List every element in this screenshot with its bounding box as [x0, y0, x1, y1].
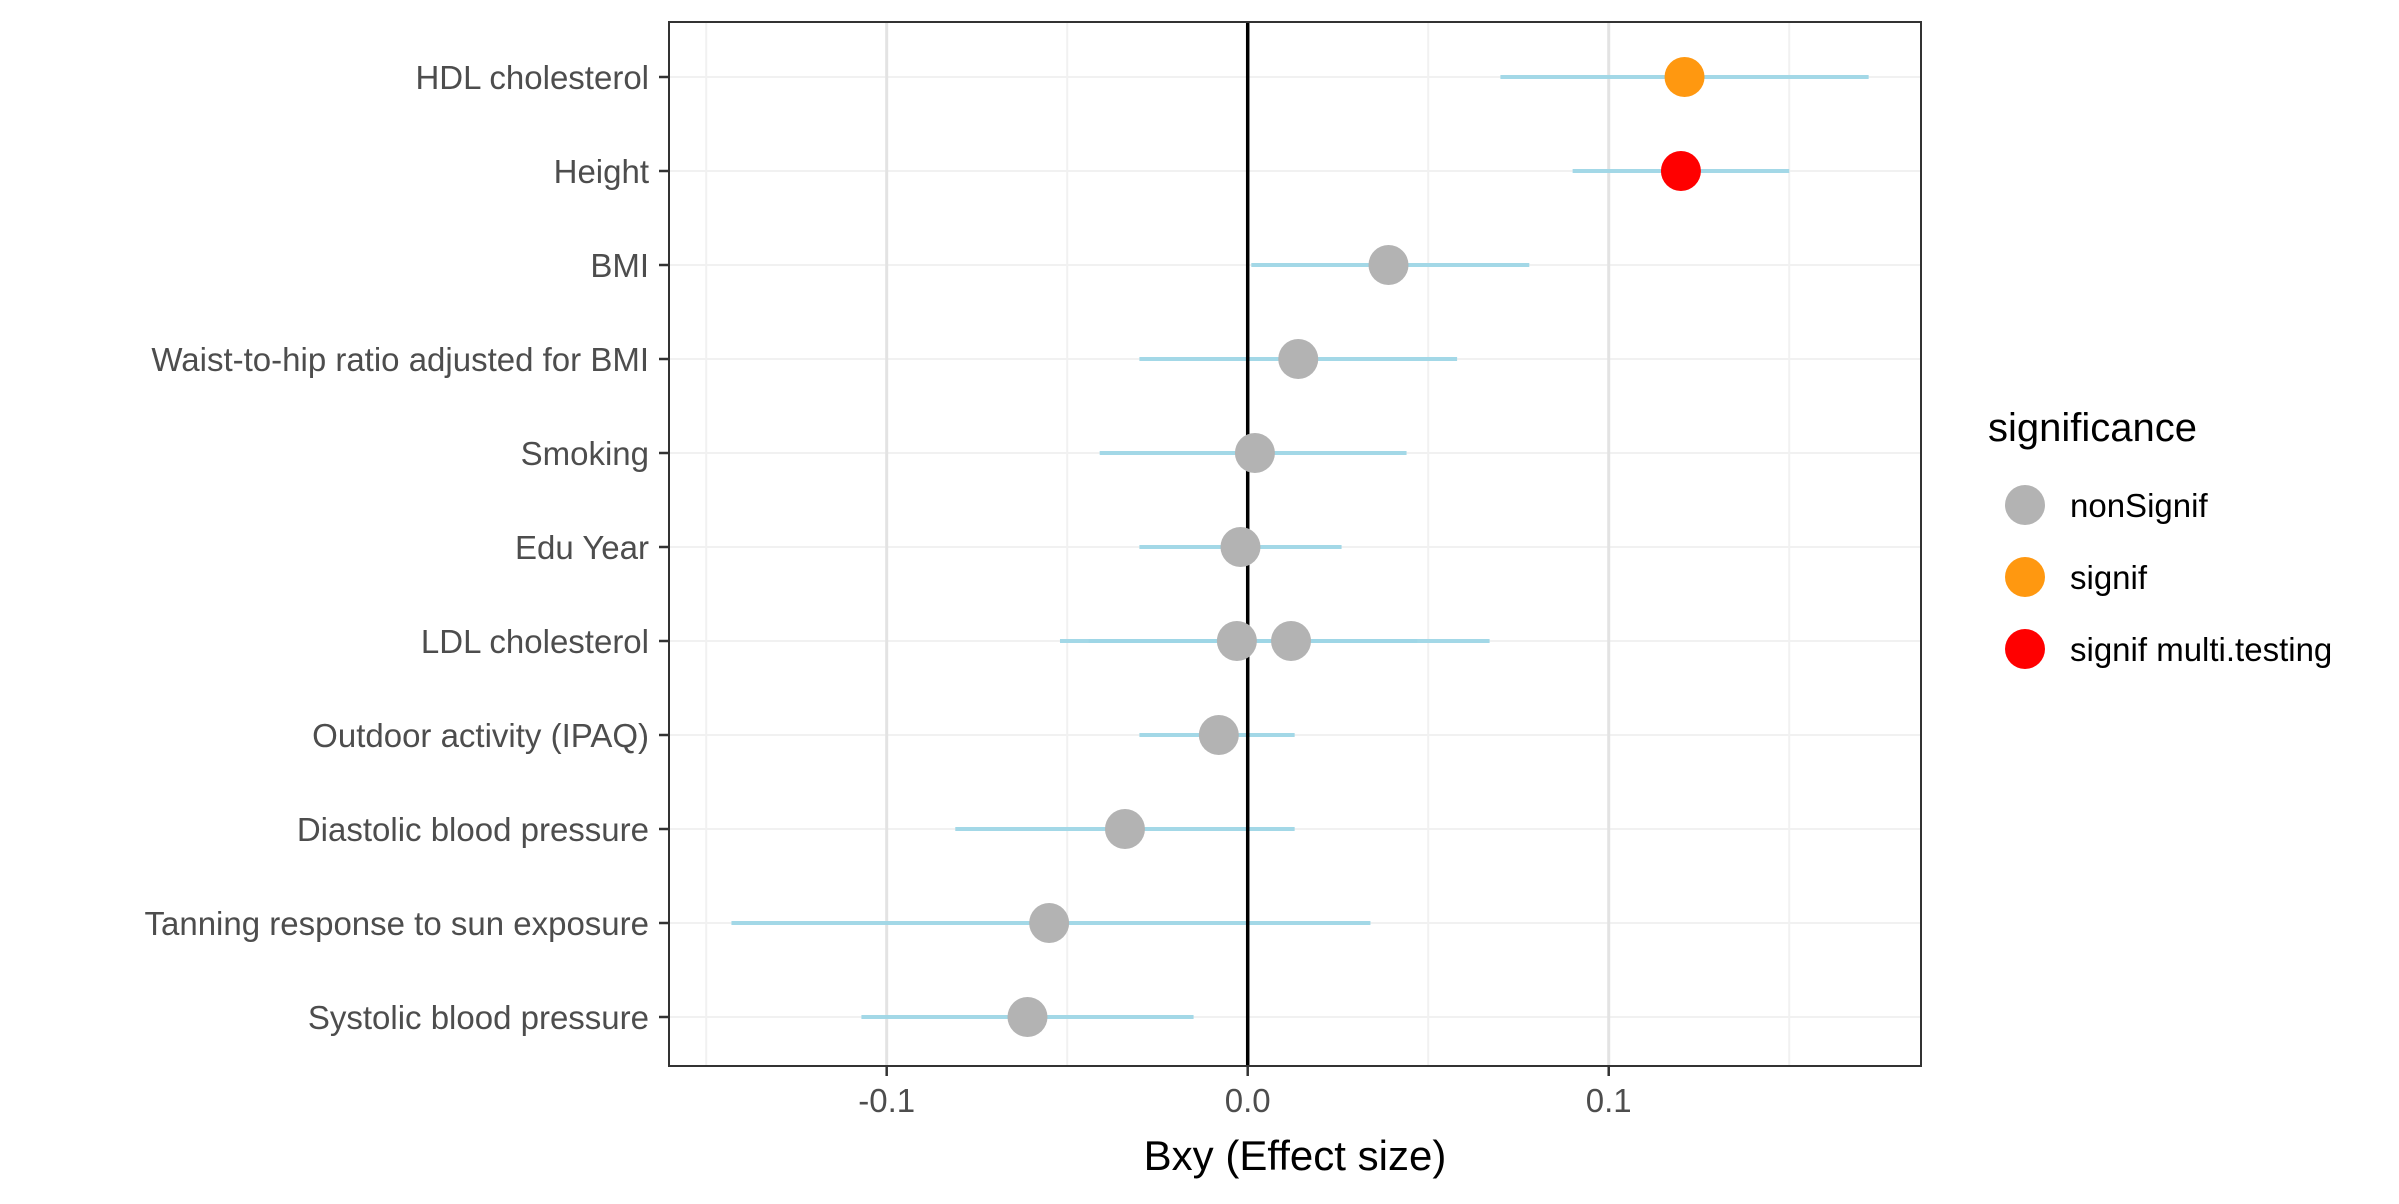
y-tick-label-hdl-cholesterol: HDL cholesterol — [415, 59, 649, 96]
point-ldl-cholesterol-7 — [1271, 621, 1312, 661]
panel-border — [668, 21, 1922, 1067]
legend-label-signif: signif — [2070, 559, 2148, 596]
y-tick-label-outdoor-activity-ipaq: Outdoor activity (IPAQ) — [312, 717, 649, 754]
point-height-1 — [1660, 151, 1701, 191]
y-tick-label-diastolic-blood-pressure: Diastolic blood pressure — [297, 811, 649, 848]
point-systolic-blood-pressure-11 — [1007, 997, 1048, 1037]
x-axis: -0.1 0.0 0.1 — [858, 1066, 1632, 1119]
point-hdl-cholesterol-0 — [1664, 57, 1705, 97]
y-tick-label-tanning-response-to-sun-exposure: Tanning response to sun exposure — [144, 905, 649, 942]
legend-key-nonsignif — [2005, 485, 2045, 525]
point-layer — [1007, 57, 1705, 1037]
legend-key-signif — [2005, 557, 2045, 597]
point-tanning-response-to-sun-exposure-10 — [1029, 903, 1070, 943]
point-outdoor-activity-ipaq-8 — [1198, 715, 1239, 755]
y-axis: HDL cholesterol Height BMI Waist-to-hip rat… — [144, 59, 669, 1036]
y-tick-label-ldl-cholesterol: LDL cholesterol — [421, 623, 649, 660]
x-tick-label-1: 0.0 — [1225, 1082, 1271, 1119]
y-tick-label-waist-to-hip-ratio-adjusted-for-bmi: Waist-to-hip ratio adjusted for BMI — [151, 341, 649, 378]
point-bmi-2 — [1368, 245, 1409, 285]
x-axis-title: Bxy (Effect size) — [1144, 1132, 1447, 1179]
x-tick-label-0: -0.1 — [858, 1082, 915, 1119]
point-smoking-4 — [1234, 433, 1275, 473]
x-tick-label-2: 0.1 — [1586, 1082, 1632, 1119]
legend-key-signif-multi-testing — [2005, 629, 2045, 669]
grid-layer — [669, 22, 1921, 1066]
legend-label-signif-multi-testing: signif multi.testing — [2070, 631, 2332, 668]
point-diastolic-blood-pressure-9 — [1104, 809, 1145, 849]
y-tick-label-bmi: BMI — [590, 247, 649, 284]
y-tick-label-edu-year: Edu Year — [515, 529, 649, 566]
legend-title: significance — [1988, 406, 2197, 450]
legend-label-nonsignif: nonSignif — [2070, 487, 2208, 524]
y-tick-label-systolic-blood-pressure: Systolic blood pressure — [308, 999, 649, 1036]
y-tick-label-smoking: Smoking — [521, 435, 649, 472]
point-ldl-cholesterol-6 — [1216, 621, 1257, 661]
point-waist-to-hip-ratio-adjusted-for-bmi-3 — [1278, 339, 1319, 379]
legend: significance nonSignif signif signif multi… — [1988, 406, 2332, 669]
y-tick-label-height: Height — [554, 153, 649, 190]
point-edu-year-5 — [1220, 527, 1261, 567]
